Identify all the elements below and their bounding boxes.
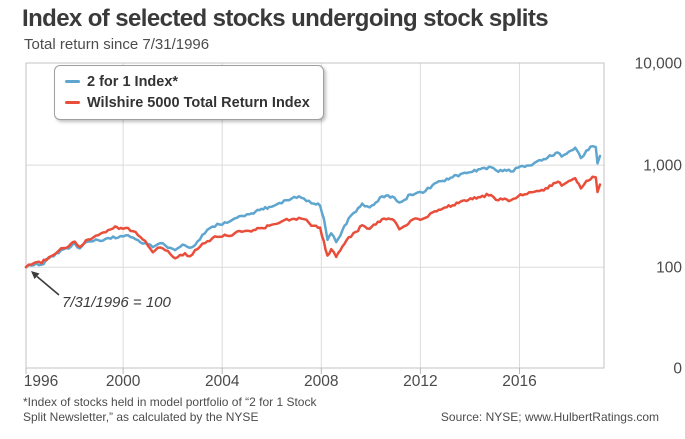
footnote: *Index of stocks held in model portfolio… <box>23 395 316 424</box>
x-tick-label: 2012 <box>403 373 437 390</box>
footnote-line-2: Split Newsletter,” as calculated by the … <box>23 409 259 424</box>
legend-label-wilshire: Wilshire 5000 Total Return Index <box>87 94 310 111</box>
chart-subtitle: Total return since 7/31/1996 <box>24 36 210 53</box>
y-axis-label-1000: 1,000 <box>643 158 682 175</box>
legend-label-2for1-index: 2 for 1 Index* <box>87 73 179 90</box>
x-tick-label: 2016 <box>502 373 536 390</box>
legend-item-wilshire: Wilshire 5000 Total Return Index <box>65 92 310 113</box>
series-line-wilshire-5000 <box>24 175 602 269</box>
legend-swatch-2for1-index <box>65 79 80 84</box>
series-lines <box>24 144 602 269</box>
y-axis-label-100: 100 <box>656 260 682 277</box>
plot-border <box>25 62 605 369</box>
x-tick-label: 1996 <box>24 373 58 390</box>
footnote-line-1: *Index of stocks held in model portfolio… <box>23 395 317 409</box>
legend: 2 for 1 Index* Wilshire 5000 Total Retur… <box>54 65 324 120</box>
annotation: 7/31/1996 = 100 <box>31 271 172 311</box>
annotation-arrow-line <box>36 275 60 296</box>
annotation-text: 7/31/1996 = 100 <box>62 294 172 311</box>
x-tick-label: 2000 <box>106 373 141 390</box>
x-tick-label: 2004 <box>205 373 240 390</box>
chart-title: Index of selected stocks undergoing stoc… <box>22 5 549 32</box>
source-credit: Source: NYSE; www.HulbertRatings.com <box>440 410 659 424</box>
x-tick-label: 2008 <box>304 373 338 390</box>
y-axis-labels: 10,000 1,000 100 0 <box>635 56 683 378</box>
y-axis-label-10000: 10,000 <box>635 56 683 73</box>
annotation-arrow-head <box>31 271 40 279</box>
legend-item-2for1: 2 for 1 Index* <box>65 71 310 92</box>
x-axis-ticks <box>25 368 520 374</box>
legend-swatch-wilshire <box>65 100 80 105</box>
series-line-2for1-index <box>24 144 602 269</box>
x-axis-labels: 1996 2000 2004 2008 2012 2016 <box>24 373 537 390</box>
y-axis-label-0: 0 <box>673 361 682 378</box>
